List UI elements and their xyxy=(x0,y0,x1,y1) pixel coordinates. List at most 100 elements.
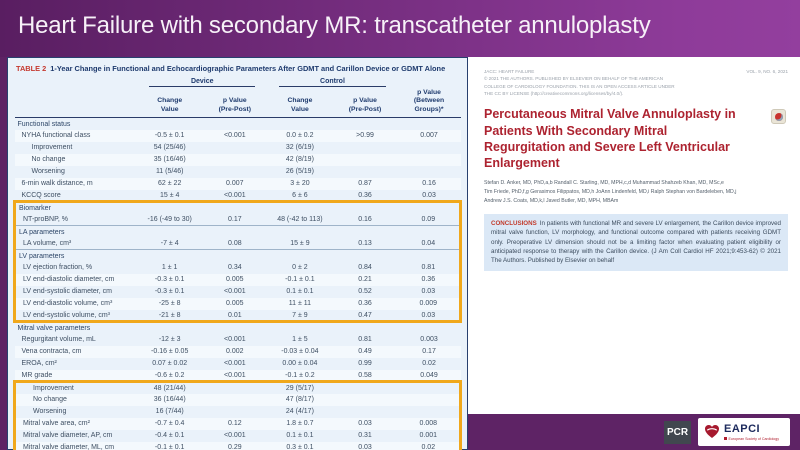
cell-value: -0.3 ± 0.1 xyxy=(154,288,185,296)
pcr-logo: PCR xyxy=(664,420,691,444)
table-row: NT-proBNP, % -16 (-49 to 30) 0.17 48 (-42 t… xyxy=(15,214,461,226)
table-row: Mitral valve diameter, AP, cm -0.4 ± 0.1 <… xyxy=(15,430,461,442)
cell-value: 0.049 xyxy=(420,371,438,379)
table-row: NYHA functional class -0.5 ± 0.1 <0.001 0.0… xyxy=(14,129,461,142)
cell-value xyxy=(398,382,461,394)
cell-value: 1.8 ± 0.7 xyxy=(286,420,314,428)
cell-value: 26 (5/19) xyxy=(285,168,314,176)
table-section-row: Mitral valve parameters xyxy=(14,321,461,334)
cell-value: 0.17 xyxy=(422,348,436,356)
cell-value: -21 ± 8 xyxy=(158,311,181,319)
table-panel: TABLE 2 1-Year Change in Functional and E… xyxy=(7,57,468,450)
row-label: Regurgitant volume, mL xyxy=(21,336,96,344)
cell-value: 0.007 xyxy=(226,180,244,188)
table-row: Mitral valve diameter, ML, cm -0.1 ± 0.1 0… xyxy=(14,441,461,450)
cell-value: <0.001 xyxy=(224,132,246,140)
cell-value: 29 (5/17) xyxy=(285,385,314,393)
audio-dot-icon xyxy=(774,112,783,121)
table-row: LV end-diastolic volume, cm³ -25 ± 8 0.005… xyxy=(14,297,461,310)
cell-value: -0.6 ± 0.2 xyxy=(154,371,185,379)
table-row: Worsening 11 (5/46) 26 (5/19) xyxy=(15,166,461,178)
cell-value: 0.008 xyxy=(419,420,438,428)
cell-value: -16 (-49 to 30) xyxy=(147,216,192,224)
table-row: Improvement 48 (21/44) 29 (5/17) xyxy=(15,382,461,394)
cell-value: <0.001 xyxy=(224,360,246,368)
eapci-tagline: European Society of Cardiology xyxy=(724,437,780,441)
author-list: Stefan D. Anker, MD, PhD,a,b Randall C. … xyxy=(484,179,788,206)
cell-value: 16 (7/44) xyxy=(155,408,184,416)
table-row: KCCQ score 15 ± 4 <0.001 6 ± 6 0.36 0.03 xyxy=(15,190,461,202)
row-label: Worsening xyxy=(33,408,67,416)
cell-value: 0.1 ± 0.1 xyxy=(286,432,314,440)
author-line: Stefan D. Anker, MD, PhD,a,b Randall C. … xyxy=(484,180,724,187)
row-label: MR grade xyxy=(21,371,53,379)
eapci-logo: EAPCI European Society of Cardiology xyxy=(698,418,790,446)
cell-value xyxy=(332,154,397,166)
section-label: LA parameters xyxy=(14,225,461,238)
row-label: Mitral valve diameter, ML, cm xyxy=(23,443,115,450)
row-label: LV ejection fraction, % xyxy=(23,264,93,272)
table-section-row: Biomarker xyxy=(14,201,461,214)
copyright-line: © 2021 THE AUTHORS. PUBLISHED BY ELSEVIE… xyxy=(484,76,664,82)
cell-value: -0.7 ± 0.4 xyxy=(154,420,185,428)
eapci-logo-text: EAPCI xyxy=(724,423,761,436)
cell-value: 0.36 xyxy=(421,276,436,284)
cell-value: >0.99 xyxy=(356,132,374,140)
slide-header: Heart Failure with secondary MR: transca… xyxy=(0,0,800,57)
cell-value: 0.99 xyxy=(358,360,372,368)
cell-value xyxy=(398,154,461,166)
table-row: LV end-systolic diameter, cm -0.3 ± 0.1 <0… xyxy=(15,286,461,298)
journal-meta: JACC: HEART FAILURE © 2021 THE AUTHORS. … xyxy=(484,68,788,97)
cell-value: 0.08 xyxy=(227,240,242,248)
cell-value: 0.009 xyxy=(419,300,438,308)
cell-value: 54 (25/46) xyxy=(153,144,186,152)
table-row: LA volume, cm³ -7 ± 4 0.08 15 ± 9 0.13 0.04 xyxy=(15,238,461,250)
conclusions-box: CONCLUSIONS In patients with functional M… xyxy=(484,213,788,272)
cell-value: 36 (16/44) xyxy=(153,396,186,404)
cell-value: 62 ± 22 xyxy=(158,180,182,188)
table-section-row: LA parameters xyxy=(14,225,461,238)
pcr-logo-text: PCR xyxy=(666,426,689,438)
cell-value xyxy=(202,154,267,166)
row-label: NYHA functional class xyxy=(21,132,91,140)
cell-value: 0.1 ± 0.1 xyxy=(286,288,314,296)
col-header-control-change: Change Value xyxy=(267,87,333,119)
row-label: Improvement xyxy=(31,144,73,152)
cell-value: 0.001 xyxy=(419,432,438,440)
table-row: No change 35 (16/46) 42 (8/19) xyxy=(14,153,461,166)
cell-value: 0.02 xyxy=(422,360,436,368)
row-label: LV end-systolic volume, cm³ xyxy=(23,311,111,319)
paper-title-row: Percutaneous Mitral Valve Annuloplasty i… xyxy=(484,106,788,171)
section-label: LV parameters xyxy=(14,249,461,262)
cell-value: -0.1 ± 0.2 xyxy=(285,371,315,379)
table-title: 1-Year Change in Functional and Echocard… xyxy=(50,64,446,73)
cell-value xyxy=(398,166,461,178)
cell-value: 1 ± 1 xyxy=(161,264,178,272)
row-label: No change xyxy=(31,156,66,164)
cell-value: -0.5 ± 0.1 xyxy=(154,132,185,140)
cell-value: 0.03 xyxy=(358,420,372,428)
table-row: 6-min walk distance, m 62 ± 22 0.007 3 ± 20… xyxy=(14,177,461,190)
cell-value xyxy=(332,166,397,178)
col-header-device-p: p Value (Pre-Post) xyxy=(202,87,268,119)
cell-value: 0.84 xyxy=(358,264,372,272)
col-header-device-change: Change Value xyxy=(137,87,203,119)
copyright-line: COLLEGE OF CARDIOLOGY FOUNDATION. THIS I… xyxy=(484,83,675,89)
cell-value: 0.0 ± 0.2 xyxy=(286,132,314,140)
table-section-row: Functional status xyxy=(14,117,461,130)
section-label: Functional status xyxy=(14,117,461,130)
row-label: No change xyxy=(33,396,67,404)
cell-value: <0.001 xyxy=(224,432,246,440)
cell-value: 15 ± 4 xyxy=(159,191,180,199)
eapci-text: EAPCI European Society of Cardiology xyxy=(724,423,779,440)
column-header-row: Change Value p Value (Pre-Post) Change V… xyxy=(14,87,461,119)
cell-value: 0.005 xyxy=(226,300,244,308)
cell-value xyxy=(202,142,267,154)
table-row: Regurgitant volume, mL -12 ± 3 <0.001 1 ± 5… xyxy=(15,334,461,346)
table-row: EROA, cm² 0.07 ± 0.02 <0.001 0.00 ± 0.04 0.9… xyxy=(15,358,461,370)
section-label: Biomarker xyxy=(14,201,461,214)
cell-value: 0.49 xyxy=(358,348,372,356)
cell-value xyxy=(202,166,267,178)
footer-bar: PCR EAPCI European Society of Cardiology xyxy=(468,414,800,450)
